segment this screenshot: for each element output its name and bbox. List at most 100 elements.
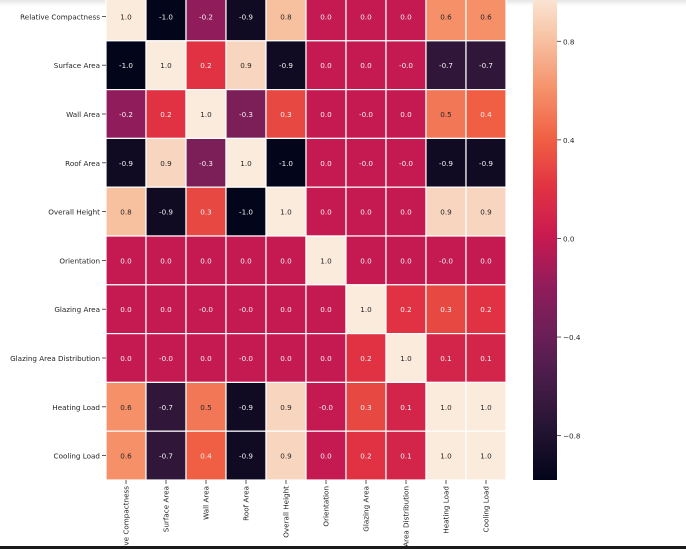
heatmap-cell — [145, 137, 187, 188]
heatmap-cell — [185, 88, 227, 139]
colorbar: 0.8 0.4 0.0 −0.4 −0.8 — [533, 0, 581, 480]
cell-annotation: -0.0 — [359, 159, 373, 168]
cell-annotation: 0.0 — [200, 354, 212, 363]
cell-annotation: 0.3 — [280, 110, 291, 119]
cell-annotation: 1.0 — [120, 12, 132, 21]
cell-annotation: 0.0 — [160, 256, 172, 265]
cell-annotation: 0.0 — [360, 61, 372, 70]
cell-annotation: 0.0 — [280, 305, 292, 314]
cell-annotation: 0.0 — [320, 110, 332, 119]
cell-annotation: 0.6 — [120, 403, 132, 412]
cell-annotation: 0.0 — [320, 452, 332, 461]
heatmap-cell — [385, 333, 427, 384]
cell-annotation: 1.0 — [280, 208, 292, 217]
cell-annotation: 0.0 — [240, 256, 252, 265]
colorbar-tick-label: 0.0 — [563, 234, 575, 243]
cell-annotation: -0.0 — [239, 354, 253, 363]
colorbar-tick-label: −0.4 — [563, 333, 581, 342]
heatmap-cell — [345, 40, 387, 91]
column-label: Glazing Area — [362, 486, 371, 532]
cell-annotation: 0.4 — [200, 452, 212, 461]
cell-annotation: -0.9 — [119, 159, 133, 168]
cell-annotation: 0.2 — [360, 452, 371, 461]
cell-annotation: 1.0 — [400, 354, 412, 363]
cell-annotation: 0.9 — [280, 403, 292, 412]
cell-annotation: 0.6 — [480, 12, 492, 21]
cell-annotation: 0.2 — [160, 110, 171, 119]
heatmap-cell — [305, 137, 347, 188]
heatmap-cell — [305, 235, 347, 286]
cell-annotation: 1.0 — [240, 159, 252, 168]
heatmap-cell — [185, 137, 227, 188]
cell-annotation: 0.0 — [360, 208, 372, 217]
heatmap-cell — [425, 0, 467, 42]
heatmap-cell — [185, 40, 227, 91]
cell-annotation: -0.0 — [359, 110, 373, 119]
heatmap-cell — [385, 0, 427, 42]
cell-annotation: 0.0 — [400, 110, 412, 119]
cell-annotation: 0.1 — [400, 452, 411, 461]
heatmap-cell — [145, 284, 187, 335]
cell-annotation: 0.0 — [400, 256, 412, 265]
heatmap-cell — [465, 137, 507, 188]
cell-annotation: 0.0 — [360, 12, 372, 21]
cell-annotation: -0.2 — [119, 110, 133, 119]
heatmap-cell — [185, 0, 227, 42]
cell-annotation: 0.2 — [480, 305, 491, 314]
cell-annotation: -0.0 — [239, 305, 253, 314]
heatmap-cell — [345, 0, 387, 42]
cell-annotation: 0.0 — [120, 305, 132, 314]
cell-annotation: 0.0 — [320, 159, 332, 168]
cell-annotation: 0.0 — [120, 256, 132, 265]
colorbar-tick-label: 0.4 — [563, 136, 575, 145]
cell-annotation: 0.0 — [320, 12, 332, 21]
heatmap-cell — [345, 381, 387, 432]
row-label: Relative Compactness — [20, 12, 100, 21]
heatmap-cell — [145, 381, 187, 432]
cell-annotation: 0.5 — [200, 403, 211, 412]
column-labels: Relative Compactness Surface Area Wall Are… — [122, 480, 491, 546]
heatmap-cell — [265, 186, 307, 237]
cell-annotation: 0.0 — [320, 354, 332, 363]
heatmap-cell — [145, 186, 187, 237]
cell-annotation: -1.0 — [279, 159, 293, 168]
cell-annotation: 0.2 — [200, 61, 211, 70]
heatmap-cell — [345, 88, 387, 139]
cell-annotation: 0.2 — [400, 305, 411, 314]
row-label: Surface Area — [54, 61, 100, 70]
cell-annotation: -0.7 — [159, 452, 173, 461]
column-label: Surface Area — [162, 486, 171, 532]
cell-annotation: 0.0 — [280, 354, 292, 363]
heatmap-cell — [305, 284, 347, 335]
column-label: Wall Area — [202, 486, 211, 520]
row-label: Orientation — [59, 256, 100, 265]
cell-annotation: -0.9 — [239, 403, 253, 412]
cell-annotation: -0.0 — [399, 159, 413, 168]
cell-annotation: 0.6 — [120, 452, 132, 461]
cell-annotation: -0.0 — [159, 354, 173, 363]
cell-annotation: 0.0 — [160, 305, 172, 314]
row-label: Roof Area — [65, 159, 100, 168]
cell-annotation: 0.0 — [480, 256, 492, 265]
heatmap-cell — [465, 333, 507, 384]
cell-annotation: 0.0 — [280, 256, 292, 265]
cell-annotation: 0.3 — [440, 305, 451, 314]
heatmap-cell — [265, 235, 307, 286]
cell-annotation: 0.0 — [360, 256, 372, 265]
heatmap-cell — [225, 0, 267, 42]
heatmap-cell — [145, 40, 187, 91]
heatmap-cell — [185, 381, 227, 432]
cell-annotation: -0.9 — [439, 159, 453, 168]
column-label: Heating Load — [442, 486, 451, 534]
heatmap-cell — [465, 430, 507, 481]
bottom-bar — [0, 546, 686, 549]
cell-annotation: -1.0 — [239, 208, 253, 217]
cell-annotation: 0.0 — [320, 305, 332, 314]
cell-annotation: -0.0 — [439, 256, 453, 265]
column-label: Glazing Area Distribution — [402, 486, 411, 546]
heatmap-cell — [145, 235, 187, 286]
heatmap-cell — [265, 284, 307, 335]
heatmap-cell — [385, 40, 427, 91]
cell-annotation: -0.9 — [159, 208, 173, 217]
cell-annotation: -1.0 — [119, 61, 133, 70]
